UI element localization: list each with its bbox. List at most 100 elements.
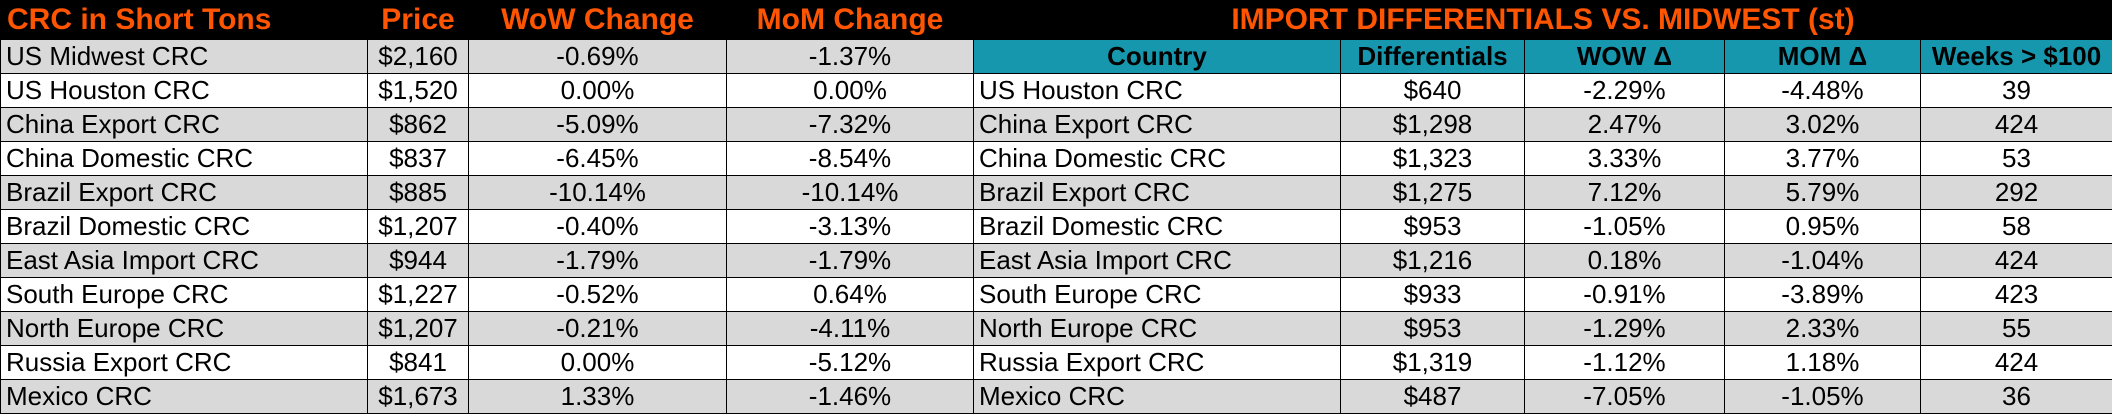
value-cell: -3.89% (1724, 277, 1921, 312)
value-cell: $1,207 (367, 209, 469, 244)
value-cell: -10.14% (468, 175, 727, 210)
left-header-wow: WoW Change (468, 0, 727, 40)
value-cell: 0.64% (726, 277, 974, 312)
row-label-cell: Mexico CRC (973, 379, 1341, 414)
row-label-cell: South Europe CRC (0, 277, 368, 312)
value-cell: -7.32% (726, 107, 974, 142)
value-cell: $1,323 (1340, 141, 1525, 176)
left-header-row: CRC in Short Tons Price WoW Change MoM C… (0, 0, 974, 40)
table-row: Russia Export CRC $1,319 -1.12% 1.18% 424 (973, 345, 2112, 380)
value-cell: 0.00% (468, 345, 727, 380)
value-cell: 424 (1919, 107, 2112, 142)
table-row: China Export CRC $1,298 2.47% 3.02% 424 (973, 107, 2112, 142)
row-label-cell: Russia Export CRC (0, 345, 368, 380)
row-label-cell: China Domestic CRC (973, 141, 1341, 176)
value-cell: $2,160 (367, 39, 469, 74)
table-row: Brazil Domestic CRC $953 -1.05% 0.95% 58 (973, 209, 2112, 244)
value-cell: -4.11% (726, 311, 974, 346)
value-cell: $1,207 (367, 311, 469, 346)
value-cell: 58 (1919, 209, 2112, 244)
value-cell: $487 (1340, 379, 1525, 414)
left-header-mom: MoM Change (726, 0, 974, 40)
value-cell: -5.12% (726, 345, 974, 380)
value-cell: 36 (1919, 379, 2112, 414)
value-cell: 2.47% (1524, 107, 1725, 142)
table-row: US Houston CRC $640 -2.29% -4.48% 39 (973, 73, 2112, 108)
value-cell: $1,319 (1340, 345, 1525, 380)
crc-short-tons-table: CRC in Short Tons Price WoW Change MoM C… (0, 0, 974, 414)
value-cell: 5.79% (1724, 175, 1921, 210)
value-cell: -6.45% (468, 141, 727, 176)
table-row: US Houston CRC $1,520 0.00% 0.00% (0, 73, 974, 108)
row-label-cell: US Houston CRC (973, 73, 1341, 108)
left-table-body: US Midwest CRC $2,160 -0.69% -1.37% US Houst… (0, 39, 974, 414)
value-cell: $933 (1340, 277, 1525, 312)
row-label-cell: East Asia Import CRC (973, 243, 1341, 278)
table-row: South Europe CRC $1,227 -0.52% 0.64% (0, 277, 974, 312)
value-cell: -5.09% (468, 107, 727, 142)
value-cell: $1,520 (367, 73, 469, 108)
table-row: North Europe CRC $1,207 -0.21% -4.11% (0, 311, 974, 346)
value-cell: -3.13% (726, 209, 974, 244)
value-cell: $1,673 (367, 379, 469, 414)
value-cell: $640 (1340, 73, 1525, 108)
value-cell: $953 (1340, 209, 1525, 244)
row-label-cell: China Export CRC (0, 107, 368, 142)
row-label-cell: Brazil Domestic CRC (973, 209, 1341, 244)
right-header-country: Country (973, 39, 1341, 74)
table-row: North Europe CRC $953 -1.29% 2.33% 55 (973, 311, 2112, 346)
import-differentials-table: IMPORT DIFFERENTIALS VS. MIDWEST (st) Co… (972, 0, 2112, 414)
value-cell: $837 (367, 141, 469, 176)
table-row: China Export CRC $862 -5.09% -7.32% (0, 107, 974, 142)
value-cell: -0.21% (468, 311, 727, 346)
value-cell: 2.33% (1724, 311, 1921, 346)
row-label-cell: China Domestic CRC (0, 141, 368, 176)
value-cell: $862 (367, 107, 469, 142)
value-cell: 423 (1919, 277, 2112, 312)
value-cell: -1.46% (726, 379, 974, 414)
value-cell: $885 (367, 175, 469, 210)
value-cell: -7.05% (1524, 379, 1725, 414)
row-label-cell: East Asia Import CRC (0, 243, 368, 278)
row-label-cell: Brazil Export CRC (973, 175, 1341, 210)
left-header-price: Price (367, 0, 469, 40)
value-cell: -10.14% (726, 175, 974, 210)
value-cell: $841 (367, 345, 469, 380)
row-label-cell: Brazil Export CRC (0, 175, 368, 210)
value-cell: 1.18% (1724, 345, 1921, 380)
table-row: Mexico CRC $1,673 1.33% -1.46% (0, 379, 974, 414)
value-cell: -8.54% (726, 141, 974, 176)
value-cell: 292 (1919, 175, 2112, 210)
value-cell: -0.91% (1524, 277, 1725, 312)
row-label-cell: US Midwest CRC (0, 39, 368, 74)
value-cell: -1.37% (726, 39, 974, 74)
value-cell: 3.02% (1724, 107, 1921, 142)
table-row: East Asia Import CRC $944 -1.79% -1.79% (0, 243, 974, 278)
value-cell: -1.05% (1524, 209, 1725, 244)
value-cell: -0.69% (468, 39, 727, 74)
table-row: Mexico CRC $487 -7.05% -1.05% 36 (973, 379, 2112, 414)
table-row: Brazil Domestic CRC $1,207 -0.40% -3.13% (0, 209, 974, 244)
value-cell: 1.33% (468, 379, 727, 414)
value-cell: -2.29% (1524, 73, 1725, 108)
value-cell: $944 (367, 243, 469, 278)
right-header-mom: MOM Δ (1724, 39, 1921, 74)
row-label-cell: South Europe CRC (973, 277, 1341, 312)
value-cell: 0.18% (1524, 243, 1725, 278)
right-title-row: IMPORT DIFFERENTIALS VS. MIDWEST (st) (972, 0, 2112, 40)
value-cell: -1.05% (1724, 379, 1921, 414)
value-cell: $1,216 (1340, 243, 1525, 278)
value-cell: $1,298 (1340, 107, 1525, 142)
value-cell: 424 (1919, 243, 2112, 278)
value-cell: 0.95% (1724, 209, 1921, 244)
value-cell: 3.77% (1724, 141, 1921, 176)
value-cell: -0.40% (468, 209, 727, 244)
right-header-wow: WOW Δ (1524, 39, 1725, 74)
row-label-cell: Russia Export CRC (973, 345, 1341, 380)
table-row: Brazil Export CRC $885 -10.14% -10.14% (0, 175, 974, 210)
value-cell: 55 (1919, 311, 2112, 346)
value-cell: -1.79% (726, 243, 974, 278)
value-cell: -4.48% (1724, 73, 1921, 108)
value-cell: 0.00% (468, 73, 727, 108)
